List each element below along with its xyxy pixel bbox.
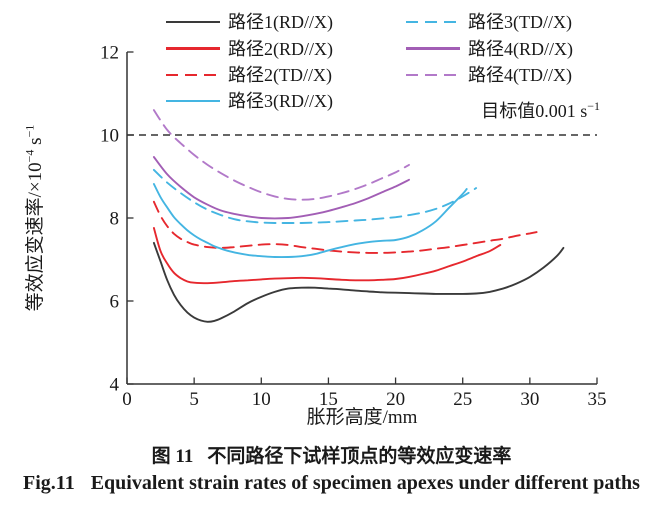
caption-english: Fig.11 Equivalent strain rates of specime… bbox=[0, 471, 663, 496]
series-curve-1 bbox=[152, 227, 502, 285]
x-tick-label: 35 bbox=[588, 389, 607, 410]
y-tick-label: 10 bbox=[100, 126, 119, 147]
series-curve-3 bbox=[152, 183, 468, 259]
y-axis-label: 等效应变速率/×10−4 s−1 bbox=[22, 124, 46, 312]
legend-item-path2-rd: 路径2(RD//X) bbox=[166, 35, 333, 61]
x-tick-label: 5 bbox=[189, 389, 199, 410]
line-swatch-red-dashed bbox=[166, 73, 220, 77]
x-tick-label: 10 bbox=[252, 389, 271, 410]
legend-item-path3-rd: 路径3(RD//X) bbox=[166, 88, 333, 114]
series-curve-4 bbox=[152, 168, 478, 224]
series-curve-0 bbox=[152, 241, 565, 323]
caption-english-number: Fig.11 bbox=[23, 472, 75, 494]
legend-item-path4-rd: 路径4(RD//X) bbox=[406, 35, 573, 61]
chart-legend-right-column: 路径3(TD//X) 路径4(RD//X) 路径4(TD//X) bbox=[406, 9, 573, 88]
x-tick-label: 0 bbox=[122, 389, 132, 410]
legend-item-path3-td: 路径3(TD//X) bbox=[406, 9, 573, 35]
chart-legend-left-column: 路径1(RD//X) 路径2(RD//X) 路径2(TD//X) 路径3(RD/… bbox=[166, 9, 333, 115]
y-tick-label: 4 bbox=[110, 375, 120, 396]
legend-label: 路径3(RD//X) bbox=[228, 91, 333, 112]
x-axis-label: 胀形高度/mm bbox=[306, 407, 418, 428]
caption-english-text: Equivalent strain rates of specimen apex… bbox=[90, 472, 640, 494]
series-curve-2 bbox=[152, 200, 538, 254]
line-swatch-red-solid bbox=[166, 47, 220, 50]
y-tick-label: 6 bbox=[110, 292, 120, 313]
legend-label: 路径2(RD//X) bbox=[228, 38, 333, 59]
legend-item-path2-td: 路径2(TD//X) bbox=[166, 62, 333, 88]
line-swatch-black-solid bbox=[166, 21, 220, 24]
legend-label: 路径4(RD//X) bbox=[468, 38, 573, 59]
caption-chinese-number: 图 11 bbox=[151, 446, 194, 467]
caption-chinese: 图 11 不同路径下试样顶点的等效应变速率 bbox=[0, 445, 663, 469]
target-value-superscript: −1 bbox=[587, 99, 600, 113]
x-tick-label: 25 bbox=[453, 389, 472, 410]
chart-canvas: 0 5 10 15 20 25 30 35 4 6 8 10 12 bbox=[100, 43, 607, 411]
line-swatch-purple-solid bbox=[406, 47, 460, 50]
x-tick-label: 20 bbox=[386, 389, 405, 410]
caption-chinese-text: 不同路径下试样顶点的等效应变速率 bbox=[207, 446, 512, 467]
series-curve-5 bbox=[152, 156, 410, 220]
x-tick-label: 30 bbox=[520, 389, 539, 410]
y-tick-label: 8 bbox=[110, 209, 120, 230]
legend-item-path1-rd: 路径1(RD//X) bbox=[166, 9, 333, 35]
legend-label: 路径4(TD//X) bbox=[468, 64, 572, 85]
x-tick-label: 15 bbox=[319, 389, 338, 410]
legend-label: 路径3(TD//X) bbox=[468, 12, 572, 33]
target-value-text: 目标值0.001 s bbox=[481, 101, 588, 121]
y-tick-label: 12 bbox=[100, 43, 119, 64]
line-swatch-cyan-solid bbox=[166, 100, 220, 103]
line-swatch-cyan-dashed bbox=[406, 21, 460, 24]
legend-item-path4-td: 路径4(TD//X) bbox=[406, 62, 573, 88]
target-value-label: 目标值0.001 s−1 bbox=[481, 99, 600, 123]
legend-label: 路径2(TD//X) bbox=[228, 64, 332, 85]
line-swatch-purple-dashed bbox=[406, 73, 460, 77]
legend-label: 路径1(RD//X) bbox=[228, 12, 333, 33]
series-curve-6 bbox=[152, 109, 410, 201]
